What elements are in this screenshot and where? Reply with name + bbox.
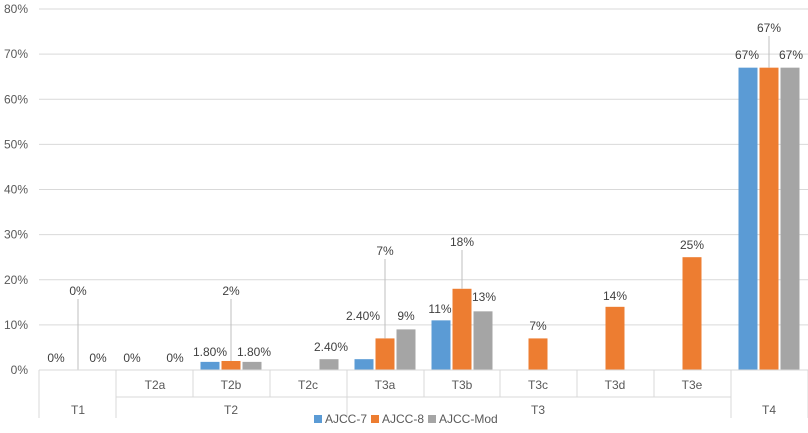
bar-ajcc-8-t4: [759, 67, 779, 370]
legend-label-ajcc8: AJCC-8: [382, 412, 424, 426]
bar-ajcc-8-t3e: [682, 257, 702, 370]
data-labels: 0% 0% 0% 0% 0% 1.80% 2% 1.80% 2.40% 2.40% 7% 9% 11% 1…: [47, 21, 803, 365]
x-group-label: T1: [71, 403, 85, 417]
data-label-ajcc-8-t3c: 7%: [529, 319, 547, 333]
legend-swatch-ajccmod: [428, 415, 436, 423]
bar-ajcc-mod-t2c: [319, 359, 339, 370]
y-tick-label: 80%: [4, 2, 28, 16]
bars: [200, 67, 800, 370]
x-group-label: T2: [224, 403, 238, 417]
y-tick-label: 30%: [4, 228, 28, 242]
bar-ajcc-7-t3a: [354, 359, 374, 370]
bar-ajcc-mod-t3a: [396, 329, 416, 370]
x-subcategory-label: T3b: [452, 378, 473, 392]
data-label-ajcc-mod-t4: 67%: [779, 48, 803, 62]
data-label-ajcc-8-t3e: 25%: [680, 238, 704, 252]
leader-lines: [77, 36, 770, 370]
x-subcategory-label: T2c: [298, 378, 318, 392]
data-label-ajcc-mod-t2c: 2.40%: [314, 340, 348, 354]
bar-ajcc-8-t2b: [221, 360, 241, 370]
legend-swatch-ajcc7: [314, 415, 322, 423]
data-label-ajcc-7-t2b: 1.80%: [193, 345, 227, 359]
y-axis-ticks: 0% 10% 20% 30% 40% 50% 60% 70% 80%: [4, 2, 28, 377]
y-tick-label: 10%: [4, 318, 28, 332]
bar-ajcc-mod-t2b: [242, 361, 262, 370]
x-subcategory-label: T3d: [605, 378, 626, 392]
x-axis-categories: T1 T2a T2b T2c T2 T3a T3b T3c T3d T3e T3 T4: [71, 378, 776, 417]
x-group-label: T3: [531, 403, 545, 417]
gridlines: [39, 8, 808, 326]
y-tick-label: 70%: [4, 47, 28, 61]
bar-ajcc-8-t3a: [375, 338, 395, 370]
bar-ajcc-mod-t3b: [473, 311, 493, 370]
bar-ajcc-8-t3d: [605, 306, 625, 370]
data-label-ajcc-7-t2a: 0%: [123, 351, 141, 365]
data-label-ajcc-mod-t3a: 9%: [397, 309, 415, 323]
x-subcategory-label: T2b: [221, 378, 242, 392]
x-subcategory-label: T3e: [682, 378, 703, 392]
data-label-ajcc-mod-t1: 0%: [89, 351, 107, 365]
y-tick-label: 20%: [4, 273, 28, 287]
bar-ajcc-7-t2b: [200, 361, 220, 370]
bar-ajcc-7-t3b: [431, 320, 451, 370]
data-label-ajcc-8-t3a: 7%: [376, 244, 394, 258]
data-label-ajcc-8-t4: 67%: [757, 21, 781, 35]
y-tick-label: 40%: [4, 183, 28, 197]
bar-ajcc-8-t3b: [452, 288, 472, 370]
bar-ajcc-7-t4: [738, 67, 758, 370]
data-label-ajcc-8-t2b: 2%: [222, 284, 240, 298]
data-label-ajcc-7-t3a: 2.40%: [346, 309, 380, 323]
data-label-ajcc-7-t1: 0%: [47, 351, 65, 365]
x-group-label: T4: [762, 403, 776, 417]
data-label-ajcc-7-t3b: 11%: [428, 302, 451, 316]
legend: AJCC-7 AJCC-8 AJCC-Mod: [314, 412, 498, 426]
data-label-ajcc-8-t3b: 18%: [450, 235, 474, 249]
legend-label-ajccmod: AJCC-Mod: [439, 412, 498, 426]
x-subcategory-label: T3a: [375, 378, 396, 392]
legend-swatch-ajcc8: [371, 415, 379, 423]
bar-ajcc-8-t3c: [528, 338, 548, 370]
y-tick-label: 50%: [4, 137, 28, 151]
data-label-ajcc-mod-t3b: 13%: [472, 290, 496, 304]
x-axis: [38, 369, 808, 418]
x-subcategory-label: T3c: [528, 378, 548, 392]
data-label-ajcc-8-t1: 0%: [69, 284, 87, 298]
legend-label-ajcc7: AJCC-7: [325, 412, 367, 426]
data-label-ajcc-mod-t2b: 1.80%: [237, 345, 271, 359]
y-tick-label: 0%: [11, 363, 29, 377]
data-label-ajcc-7-t4: 67%: [735, 48, 759, 62]
x-subcategory-label: T2a: [145, 378, 166, 392]
y-tick-label: 60%: [4, 92, 28, 106]
bar-ajcc-mod-t4: [780, 67, 800, 370]
data-label-ajcc-mod-t2a: 0%: [166, 351, 184, 365]
data-label-ajcc-8-t3d: 14%: [603, 289, 627, 303]
